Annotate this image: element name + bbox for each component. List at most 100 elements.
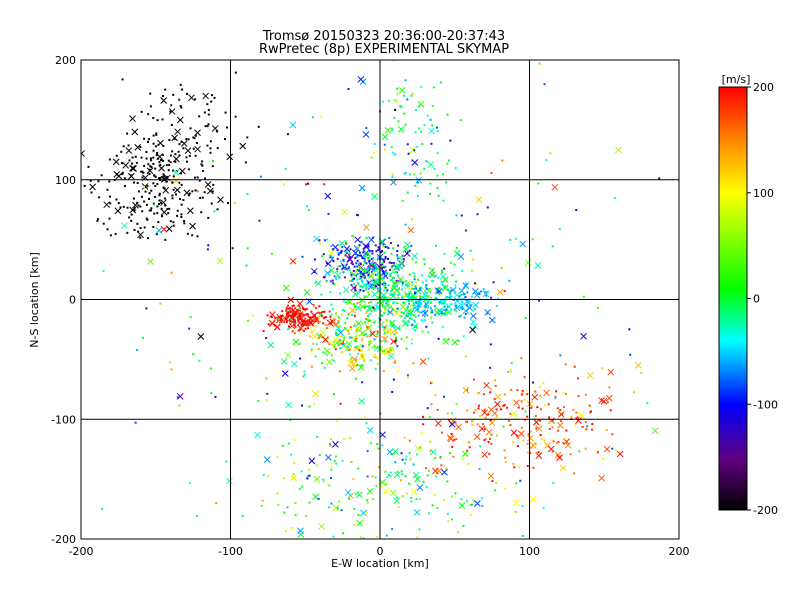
data-point — [206, 125, 209, 128]
data-point — [537, 182, 540, 185]
data-point-x — [358, 329, 366, 337]
y-tick-label: 200 — [55, 54, 76, 67]
data-point — [406, 305, 409, 308]
data-point — [198, 179, 201, 182]
data-point — [328, 310, 331, 313]
data-point — [348, 299, 351, 302]
data-point — [201, 164, 204, 167]
data-point — [365, 236, 368, 239]
data-point — [586, 425, 589, 428]
data-point — [354, 335, 357, 338]
data-point — [558, 410, 561, 413]
data-point — [291, 527, 294, 530]
data-point-x — [188, 94, 195, 102]
data-point — [148, 172, 151, 175]
data-point-x — [276, 314, 284, 321]
data-point — [469, 513, 472, 516]
data-point — [425, 288, 428, 291]
data-point — [461, 300, 464, 303]
data-point — [349, 326, 352, 329]
data-point — [444, 296, 447, 299]
data-point — [169, 110, 172, 113]
data-point — [361, 345, 364, 348]
data-point — [538, 299, 541, 302]
data-point — [209, 140, 212, 143]
data-point-x — [155, 227, 163, 234]
data-point — [365, 311, 368, 314]
data-point — [357, 352, 360, 355]
data-point-x — [289, 121, 297, 129]
data-point-x — [403, 250, 411, 257]
data-point — [520, 393, 523, 396]
data-point — [415, 325, 418, 328]
data-point-x — [292, 338, 300, 346]
data-point — [471, 423, 474, 426]
data-point — [495, 304, 498, 307]
data-point — [451, 445, 454, 448]
data-point-x — [634, 361, 642, 369]
data-point — [359, 270, 362, 273]
data-point — [369, 442, 372, 445]
data-point — [458, 295, 461, 298]
data-point-x — [216, 257, 224, 265]
data-point — [560, 420, 563, 423]
data-point — [310, 331, 313, 334]
data-point — [428, 287, 431, 290]
data-point — [373, 353, 376, 356]
data-point — [147, 163, 150, 166]
data-point — [337, 343, 340, 346]
data-point — [241, 515, 244, 518]
data-point — [298, 312, 301, 315]
data-point — [352, 234, 355, 237]
data-point — [308, 474, 311, 477]
data-point — [304, 317, 307, 320]
data-point — [319, 115, 322, 118]
data-point — [327, 212, 330, 215]
data-point — [392, 293, 395, 296]
data-point — [149, 209, 152, 212]
data-point — [157, 143, 160, 146]
data-point — [143, 200, 146, 203]
colorbar-tick-label: 100 — [753, 187, 774, 200]
data-point — [369, 359, 372, 362]
data-point-x — [357, 364, 365, 371]
data-point — [391, 324, 394, 327]
data-point — [410, 244, 413, 247]
data-point-x — [358, 184, 366, 192]
data-point — [165, 164, 168, 167]
data-point-x — [291, 360, 298, 368]
data-point — [422, 423, 425, 426]
data-point-x — [386, 448, 394, 456]
data-point — [509, 412, 512, 415]
data-point — [187, 168, 190, 171]
data-point — [333, 283, 336, 286]
data-point — [171, 194, 174, 197]
data-point — [178, 181, 181, 184]
data-point — [355, 262, 358, 265]
data-point — [382, 293, 385, 296]
data-point — [354, 377, 357, 380]
data-point — [495, 481, 498, 484]
data-point — [490, 442, 493, 445]
data-point — [384, 284, 387, 287]
data-point-x — [345, 340, 353, 348]
data-point — [265, 377, 268, 380]
data-point — [539, 394, 542, 397]
data-point — [391, 278, 394, 281]
data-point — [423, 167, 426, 170]
data-point — [196, 190, 199, 193]
data-point — [564, 392, 567, 395]
data-point — [401, 266, 404, 269]
data-point — [385, 271, 388, 274]
data-point — [170, 123, 173, 126]
data-point — [354, 338, 357, 341]
data-point — [416, 194, 419, 197]
data-point-x — [453, 250, 461, 257]
data-point — [401, 254, 404, 257]
data-point — [332, 359, 335, 362]
data-point — [356, 363, 359, 366]
data-point — [373, 344, 376, 347]
data-point — [425, 292, 428, 295]
data-point — [195, 142, 198, 145]
